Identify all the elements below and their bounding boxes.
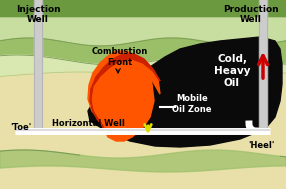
Polygon shape bbox=[0, 72, 286, 189]
Polygon shape bbox=[88, 37, 282, 147]
Text: Combustion
Front: Combustion Front bbox=[92, 47, 148, 67]
Text: Horizontal Well: Horizontal Well bbox=[51, 119, 124, 128]
Polygon shape bbox=[88, 51, 160, 141]
Text: Production
Well: Production Well bbox=[223, 5, 279, 24]
Text: Injection
Well: Injection Well bbox=[16, 5, 60, 24]
Text: 'Toe': 'Toe' bbox=[10, 123, 31, 132]
Text: Cold,
Heavy
Oil: Cold, Heavy Oil bbox=[214, 54, 250, 88]
Polygon shape bbox=[90, 54, 160, 131]
Polygon shape bbox=[259, 0, 267, 131]
Polygon shape bbox=[0, 150, 286, 172]
Text: 'Heel': 'Heel' bbox=[248, 141, 274, 150]
Polygon shape bbox=[0, 38, 286, 65]
Text: Mobile
Oil Zone: Mobile Oil Zone bbox=[172, 94, 212, 114]
Polygon shape bbox=[0, 55, 286, 78]
Polygon shape bbox=[0, 0, 286, 18]
Polygon shape bbox=[34, 0, 42, 131]
Polygon shape bbox=[0, 18, 286, 46]
